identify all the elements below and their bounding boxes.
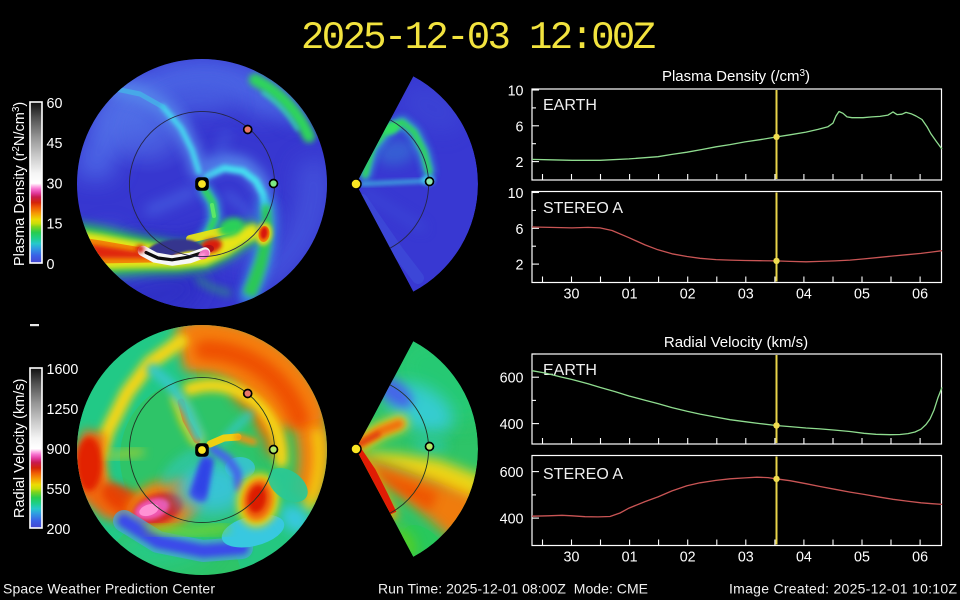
svg-text:Plasma Density (r2N/cm3): Plasma Density (r2N/cm3) — [11, 102, 28, 266]
svg-text:01: 01 — [622, 287, 638, 303]
svg-text:05: 05 — [854, 287, 870, 303]
svg-text:15: 15 — [47, 217, 63, 233]
svg-text:EARTH: EARTH — [543, 97, 597, 114]
svg-text:30: 30 — [564, 550, 580, 566]
svg-text:30: 30 — [47, 176, 63, 192]
svg-text:Radial Velocity (km/s): Radial Velocity (km/s) — [664, 334, 808, 351]
svg-text:05: 05 — [854, 550, 870, 566]
svg-text:2: 2 — [516, 258, 524, 274]
svg-text:900: 900 — [47, 442, 71, 458]
svg-text:04: 04 — [796, 287, 812, 303]
svg-text:Radial Velocity (km/s): Radial Velocity (km/s) — [12, 379, 28, 518]
svg-text:02: 02 — [680, 550, 696, 566]
svg-text:200: 200 — [47, 522, 71, 538]
svg-text:01: 01 — [622, 550, 638, 566]
svg-text:EARTH: EARTH — [543, 362, 597, 379]
svg-text:600: 600 — [500, 465, 524, 481]
svg-text:06: 06 — [912, 287, 928, 303]
svg-text:6: 6 — [516, 119, 524, 135]
svg-text:600: 600 — [500, 371, 524, 387]
svg-text:Space Weather Prediction Cente: Space Weather Prediction Center — [3, 581, 215, 597]
svg-text:Run Time: 2025-12-01 08:00Z M: Run Time: 2025-12-01 08:00Z Mode: CME — [378, 581, 648, 597]
svg-text:STEREO A: STEREO A — [543, 200, 623, 217]
svg-text:10: 10 — [508, 84, 524, 100]
svg-text:Image Created: 2025-12-01 10:1: Image Created: 2025-12-01 10:10Z — [729, 581, 957, 597]
svg-text:Plasma Density (/cm3): Plasma Density (/cm3) — [662, 68, 810, 85]
svg-text:2: 2 — [516, 155, 524, 171]
svg-text:02: 02 — [680, 287, 696, 303]
svg-text:30: 30 — [564, 287, 580, 303]
svg-text:03: 03 — [738, 287, 754, 303]
svg-text:03: 03 — [738, 550, 754, 566]
svg-text:10: 10 — [508, 186, 524, 202]
svg-text:0: 0 — [47, 257, 55, 273]
svg-text:STEREO A: STEREO A — [543, 466, 623, 483]
svg-text:550: 550 — [47, 482, 71, 498]
svg-text:06: 06 — [912, 550, 928, 566]
svg-text:1250: 1250 — [47, 402, 79, 418]
svg-text:45: 45 — [47, 136, 63, 152]
svg-text:60: 60 — [47, 96, 63, 112]
svg-text:6: 6 — [516, 222, 524, 238]
svg-text:2025-12-03 12:00Z: 2025-12-03 12:00Z — [301, 16, 656, 60]
svg-text:400: 400 — [500, 417, 524, 433]
svg-text:04: 04 — [796, 550, 812, 566]
svg-text:400: 400 — [500, 512, 524, 528]
svg-text:1600: 1600 — [47, 362, 79, 378]
